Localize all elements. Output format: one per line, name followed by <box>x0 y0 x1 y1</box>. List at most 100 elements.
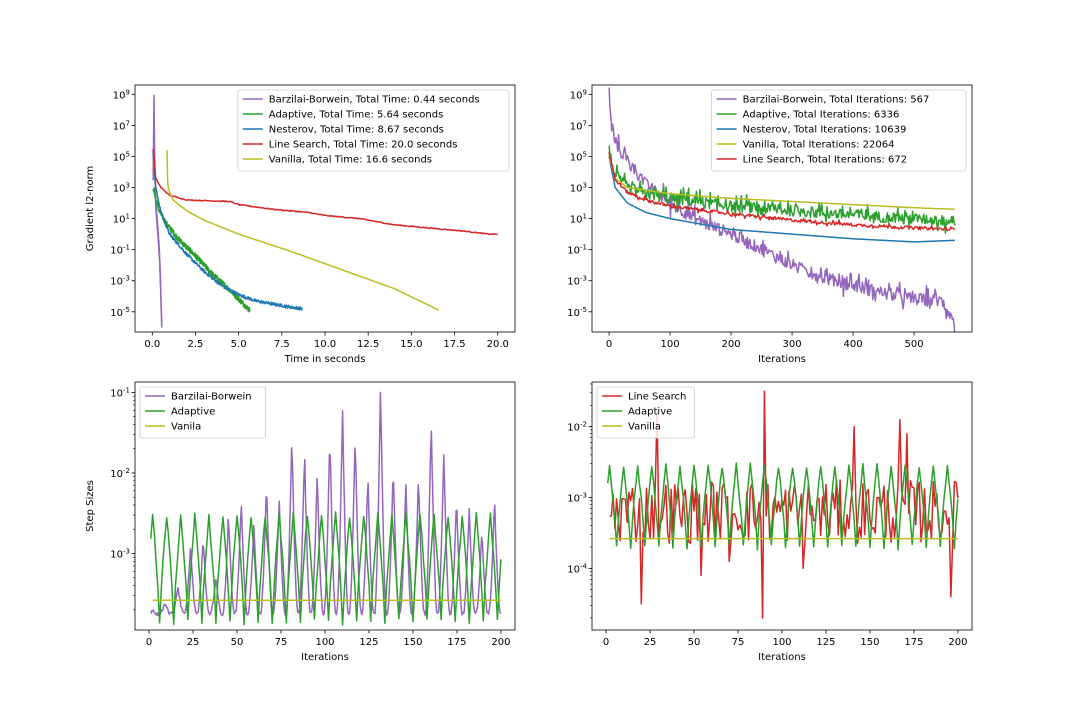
x-tick-label: 0 <box>146 637 152 648</box>
x-tick-label: 200 <box>491 637 510 648</box>
y-tick-label: 109 <box>570 88 587 101</box>
series-line-1 <box>150 391 502 617</box>
series-line-4 <box>608 156 955 211</box>
x-tick-label: 50 <box>231 637 244 648</box>
legend: Barzilai-Borwein, Total Time: 0.44 secon… <box>237 89 510 172</box>
legend-label: Vanilla, Total Time: 16.6 seconds <box>269 155 432 166</box>
plot-area <box>607 390 959 619</box>
series-line-3 <box>608 156 955 243</box>
y-tick-label: 10-3 <box>567 491 587 504</box>
subplot-4: 0 25 50 75 100 125 150 175 200 10-4 10-3 10-2 Iterat… <box>567 381 973 663</box>
series-line-1 <box>152 94 163 328</box>
legend-label: Barzilai-Borwein, Total Time: 0.44 secon… <box>269 95 480 106</box>
series-line-5 <box>166 150 440 311</box>
x-tick-label: 100 <box>661 339 680 350</box>
y-tick-label: 103 <box>570 182 587 195</box>
x-tick-label: 75 <box>732 637 745 648</box>
x-tick-label: 15.0 <box>400 339 422 350</box>
x-tick-label: 300 <box>783 339 802 350</box>
legend-box <box>237 89 510 172</box>
y-tick-label: 10-1 <box>110 386 130 399</box>
x-tick-label: 175 <box>904 637 923 648</box>
y-tick-label: 10-4 <box>567 562 587 575</box>
y-tick-label: 10-3 <box>567 275 587 288</box>
series-line-1 <box>609 390 959 619</box>
x-tick-label: 175 <box>447 637 466 648</box>
x-tick-label: 10.0 <box>314 339 336 350</box>
x-tick-label: 0 <box>606 339 612 350</box>
y-tick-label: 10-1 <box>567 244 587 257</box>
x-tick-label: 100 <box>772 637 791 648</box>
x-tick-label: 20.0 <box>487 339 509 350</box>
legend-label: Line Search, Total Iterations: 672 <box>743 155 908 166</box>
y-tick-label: 10-2 <box>110 467 130 480</box>
x-tick-label: 200 <box>948 637 967 648</box>
x-tick-label: 50 <box>688 637 701 648</box>
x-tick-label: 75 <box>275 637 288 648</box>
y-tick-label: 10-5 <box>110 306 130 319</box>
legend-label: Nesterov, Total Iterations: 10639 <box>743 125 907 136</box>
y-tick-label: 107 <box>113 119 130 132</box>
y-tick-label: 10-3 <box>110 548 130 561</box>
axes-frame <box>591 84 973 333</box>
subplot-2: 0 100 200 300 400 500 10-5 10-3 10-1 101 103 105 107… <box>567 84 973 365</box>
x-tick-label: 200 <box>722 339 741 350</box>
x-tick-label: 12.5 <box>357 339 379 350</box>
x-tick-label: 150 <box>403 637 422 648</box>
x-tick-label: 25 <box>187 637 200 648</box>
legend-label: Adaptive, Total Iterations: 6336 <box>743 110 900 121</box>
plot-area <box>608 87 956 332</box>
legend-label: Adaptive <box>171 407 215 418</box>
y-tick-label: 10-3 <box>110 275 130 288</box>
x-axis-label: Iterations <box>758 652 806 663</box>
y-tick-label: 101 <box>570 213 587 226</box>
y-tick-label: 10-1 <box>110 244 130 257</box>
x-axis-label: Iterations <box>758 354 806 365</box>
x-tick-label: 2.5 <box>188 339 204 350</box>
legend-label: Adaptive <box>628 407 672 418</box>
y-tick-label: 103 <box>113 182 130 195</box>
x-tick-label: 125 <box>359 637 378 648</box>
subplot-3: 0 25 50 75 100 125 150 175 200 10-3 10-2 10-1 Iterat… <box>85 381 516 663</box>
y-axis-label: Gradient l2-norm <box>85 166 96 252</box>
series-line-3 <box>152 151 303 311</box>
legend-label: Vanilla <box>628 422 661 433</box>
legend-label: Barzilai-Borwein <box>171 392 252 403</box>
x-tick-label: 5.0 <box>231 339 247 350</box>
legend-box <box>139 386 266 439</box>
series-line-2 <box>607 462 959 551</box>
x-axis-label: Time in seconds <box>284 354 366 365</box>
series-line-2 <box>150 511 502 626</box>
legend-label: Line Search, Total Time: 20.0 seconds <box>269 140 458 151</box>
x-tick-label: 150 <box>860 637 879 648</box>
y-tick-label: 107 <box>570 119 587 132</box>
series-line-2 <box>608 145 956 234</box>
subplot-1: 0.0 2.5 5.0 7.5 10.0 12.5 15.0 17.5 20.0 10-5 10-3… <box>85 84 516 365</box>
legend-label: Barzilai-Borwein, Total Iterations: 567 <box>743 95 930 106</box>
legend-label: Line Search <box>628 392 686 403</box>
legend-label: Vanilla, Total Iterations: 22064 <box>743 140 895 151</box>
x-tick-label: 0.0 <box>144 339 160 350</box>
legend: Line Search Adaptive Vanilla <box>596 386 695 439</box>
legend-box <box>711 89 967 172</box>
y-tick-label: 109 <box>113 88 130 101</box>
x-tick-label: 25 <box>644 637 657 648</box>
x-tick-label: 7.5 <box>274 339 290 350</box>
legend-label: Adaptive, Total Time: 5.64 seconds <box>269 110 444 121</box>
legend-label: Nesterov, Total Time: 8.67 seconds <box>269 125 444 136</box>
plot-area <box>150 391 502 626</box>
y-tick-label: 105 <box>570 150 587 163</box>
series-line-5 <box>608 151 955 232</box>
x-tick-label: 17.5 <box>443 339 465 350</box>
plot-area <box>152 94 498 328</box>
x-tick-label: 400 <box>844 339 863 350</box>
y-tick-label: 10-2 <box>567 421 587 434</box>
y-tick-label: 10-5 <box>567 306 587 319</box>
legend: Barzilai-Borwein Adaptive Vanila <box>139 386 266 439</box>
x-tick-label: 100 <box>315 637 334 648</box>
x-axis-label: Iterations <box>301 652 349 663</box>
legend-label: Vanila <box>171 422 201 433</box>
y-axis-label: Step Sizes <box>85 480 96 532</box>
